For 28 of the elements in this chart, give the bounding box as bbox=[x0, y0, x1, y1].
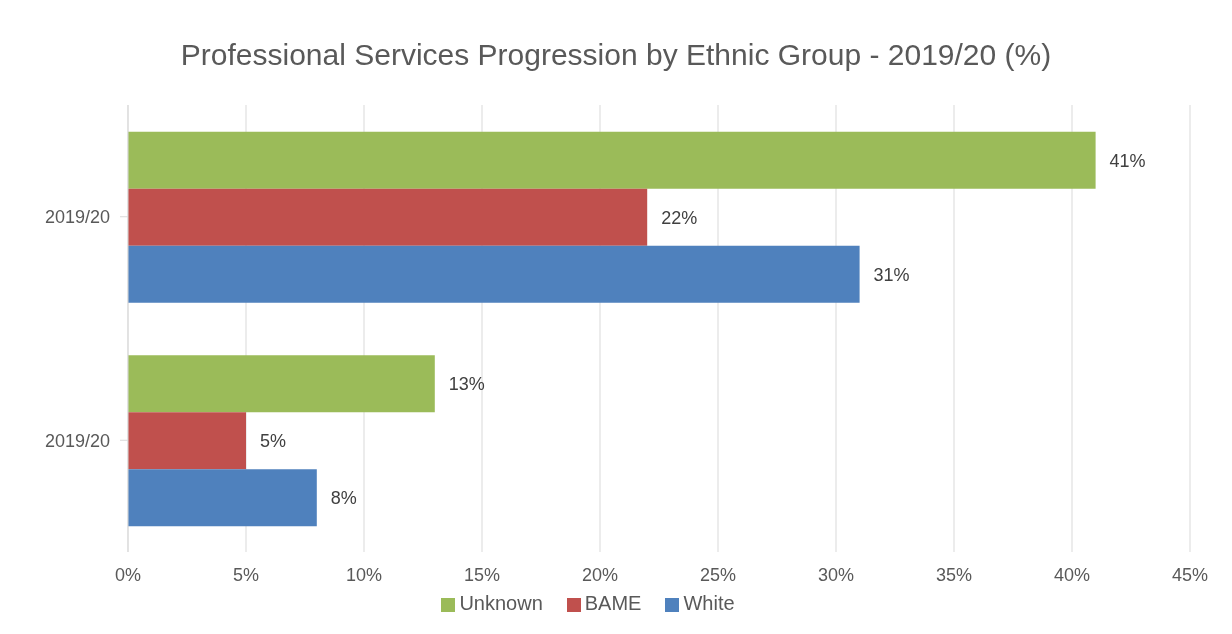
bar bbox=[128, 355, 435, 413]
data-label: 5% bbox=[260, 431, 287, 452]
x-tick-label: 35% bbox=[935, 564, 973, 585]
y-tick-label: 2019/20 bbox=[44, 430, 110, 451]
data-label: 41% bbox=[1109, 150, 1146, 171]
bar bbox=[128, 469, 317, 527]
data-label: 13% bbox=[448, 374, 485, 395]
bar bbox=[128, 412, 246, 470]
x-tick-label: 45% bbox=[1171, 564, 1209, 585]
chart-title: Professional Services Progression by Ethnic Group - 2019/20 (%) bbox=[179, 38, 1053, 72]
legend-label: White bbox=[683, 592, 735, 614]
x-tick-label: 0% bbox=[114, 564, 142, 585]
x-tick-label: 30% bbox=[817, 564, 855, 585]
bar bbox=[128, 188, 648, 246]
data-label: 8% bbox=[330, 488, 357, 509]
x-tick-label: 15% bbox=[463, 564, 501, 585]
data-label: 31% bbox=[873, 264, 910, 285]
x-tick-label: 40% bbox=[1053, 564, 1091, 585]
y-tick-label: 2019/20 bbox=[44, 207, 110, 228]
data-label: 22% bbox=[661, 207, 698, 228]
legend-label: Unknown bbox=[459, 592, 543, 614]
legend-label: BAME bbox=[584, 592, 642, 614]
x-tick-label: 10% bbox=[345, 564, 383, 585]
bar bbox=[128, 131, 1096, 189]
bar bbox=[128, 245, 860, 303]
x-tick-label: 5% bbox=[232, 564, 260, 585]
x-tick-label: 20% bbox=[581, 564, 619, 585]
x-tick-label: 25% bbox=[699, 564, 737, 585]
